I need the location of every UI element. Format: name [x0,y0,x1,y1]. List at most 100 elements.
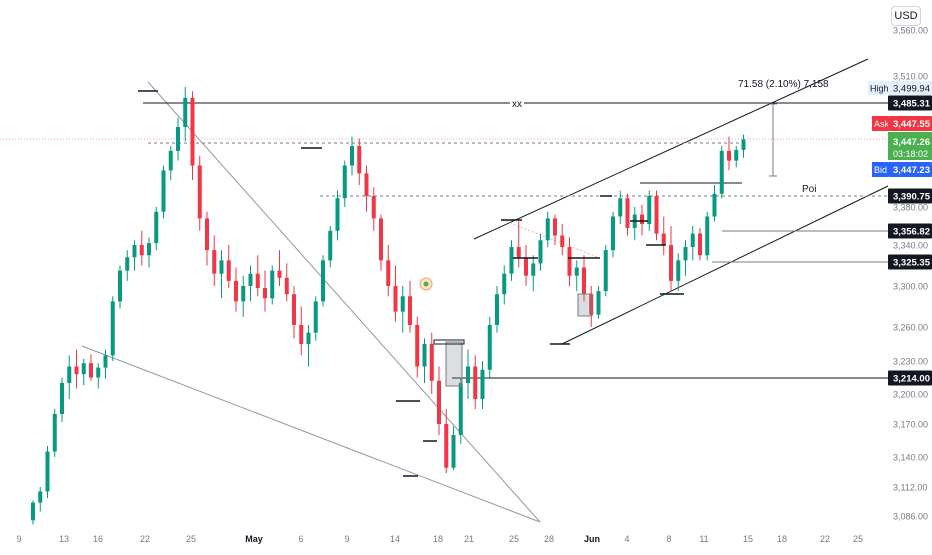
candle-body [719,150,724,194]
candle [719,146,724,199]
candle [234,267,238,312]
candle-body [168,150,173,171]
candle [89,354,93,381]
candle-body [567,247,572,276]
price-tick-label: 3,510.00 [893,72,928,82]
candle-body [277,270,282,278]
ask-value-tag-bg [888,116,932,131]
candle-body [234,280,238,302]
currency-button[interactable]: USD [891,6,921,26]
candle [690,226,695,261]
liquidity-sweep-line [501,219,601,259]
price-level-tag-text: 3,214.00 [893,374,930,385]
candle-body [45,451,50,492]
candle-body [611,216,615,251]
order-block-top [433,339,465,345]
candle-body [444,424,449,468]
candle-body [690,233,695,248]
candle [190,91,195,181]
candle-body [270,270,275,299]
ask-value-tag-text: 3,447.55 [893,119,931,130]
price-tick-label: 3,200.00 [893,390,928,400]
high-value-bg [888,81,932,95]
candle-body [654,196,659,234]
candle [422,338,427,383]
candle [284,263,289,302]
ascending-channel-lower [561,185,889,345]
candle [45,446,50,499]
drawing-layer [0,58,889,523]
candle-body [727,150,731,161]
candle [444,409,449,474]
candle-body [386,260,391,286]
candle [371,187,376,231]
candle [495,286,499,333]
candle-body [589,294,594,315]
candle [161,165,166,219]
candle-body [538,240,543,264]
candle [306,324,311,367]
candle-body [139,245,144,256]
candle [38,487,43,512]
time-tick-label: 16 [93,534,103,544]
time-axis[interactable]: 9 13 16 22 25 May 6 9 14 18 21 25 28 Jun 4 8 11 15 18 22 25 [0,530,888,550]
candle-body [400,296,405,312]
candle [589,286,594,327]
time-tick-label: 14 [390,534,400,544]
watermark-logo [419,277,433,291]
time-tick-label: 6 [298,534,303,544]
time-tick-label: 25 [853,534,863,544]
price-tick-label: 3,170.00 [893,420,928,430]
candle [263,270,267,312]
candle [400,286,405,333]
candle-body [408,296,412,325]
candle [292,286,296,339]
candle [574,260,579,292]
candle [705,211,710,261]
candle [110,296,115,361]
price-tick-label: 3,340.00 [893,241,928,251]
candle [683,240,688,276]
candle [437,366,441,435]
candle [96,363,101,389]
bid-label-bg [872,162,888,177]
candle-body [422,344,427,367]
candle [335,190,340,241]
candle-body [618,198,623,217]
price-level-tag-text: 3,485.31 [893,99,931,110]
candle [67,355,72,399]
candle-body [284,277,289,295]
candle [429,332,434,394]
candle-body [183,97,188,128]
price-level-tag-bg [888,254,932,270]
price-level-tag-bg [888,95,932,111]
high-value: 3,499.94 [893,84,930,95]
measure-label: 71.58 (2.10%) 7,158 [738,79,829,90]
price-level-tag-bg [888,370,932,386]
candle [524,245,528,286]
candle-body [205,218,209,251]
candle [734,146,739,168]
candle [364,165,369,212]
ascending-channel-upper [473,58,869,240]
countdown-timer: 03:18:02 [893,149,928,159]
candle-body [31,502,35,521]
price-axis[interactable]: 3,560.00 3,510.00 3,380.00 3,340.00 3,300.00… [868,0,932,550]
candle-body [110,301,115,356]
price-level-tag: 3,214.00 [888,370,932,386]
candle [183,86,188,142]
candle [52,409,57,457]
high-label: High [870,84,889,94]
candle [154,207,159,251]
candle-body [263,288,267,299]
candle-body [741,139,746,150]
candle [647,190,652,231]
candle [60,377,64,422]
candle [741,134,746,158]
candle [502,265,507,305]
time-tick-label: 8 [666,534,671,544]
candle [538,233,543,271]
candle-body [328,230,333,261]
